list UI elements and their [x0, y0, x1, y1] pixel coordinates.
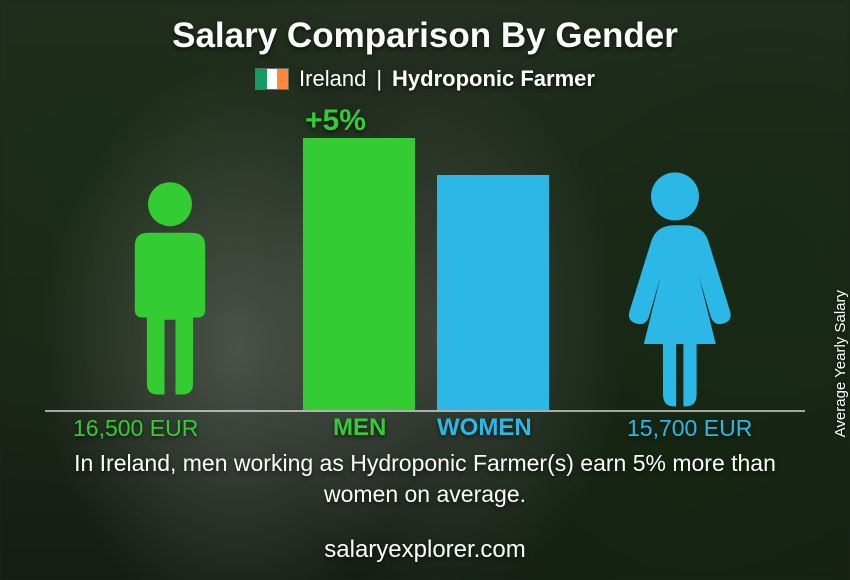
y-axis-label: Average Yearly Salary [832, 290, 849, 437]
description-text: In Ireland, men working as Hydroponic Fa… [60, 448, 790, 510]
source-attribution: salaryexplorer.com [0, 536, 850, 564]
women-icon-wrap [605, 170, 745, 410]
separator: | [376, 66, 382, 92]
men-salary-value: 16,500 EUR [73, 415, 198, 442]
women-bar [437, 175, 549, 410]
women-bar-label: WOMEN [437, 414, 532, 442]
delta-percentage: +5% [305, 104, 366, 138]
men-bar-label: MEN [333, 414, 386, 442]
chart-baseline [45, 410, 805, 412]
women-salary-value: 15,700 EUR [627, 415, 752, 442]
men-bar [303, 138, 415, 410]
job-label: Hydroponic Farmer [392, 66, 595, 92]
page-title: Salary Comparison By Gender [0, 16, 850, 56]
content: Salary Comparison By Gender Ireland | Hy… [0, 0, 850, 580]
country-label: Ireland [299, 66, 366, 92]
men-icon-wrap [100, 170, 240, 410]
comparison-chart: +5% 16,500 EUR MEN WOMEN 15,700 EUR [45, 112, 805, 442]
male-person-icon [115, 170, 225, 410]
subtitle: Ireland | Hydroponic Farmer [0, 66, 850, 92]
female-person-icon [615, 170, 735, 410]
ireland-flag-icon [255, 68, 289, 90]
